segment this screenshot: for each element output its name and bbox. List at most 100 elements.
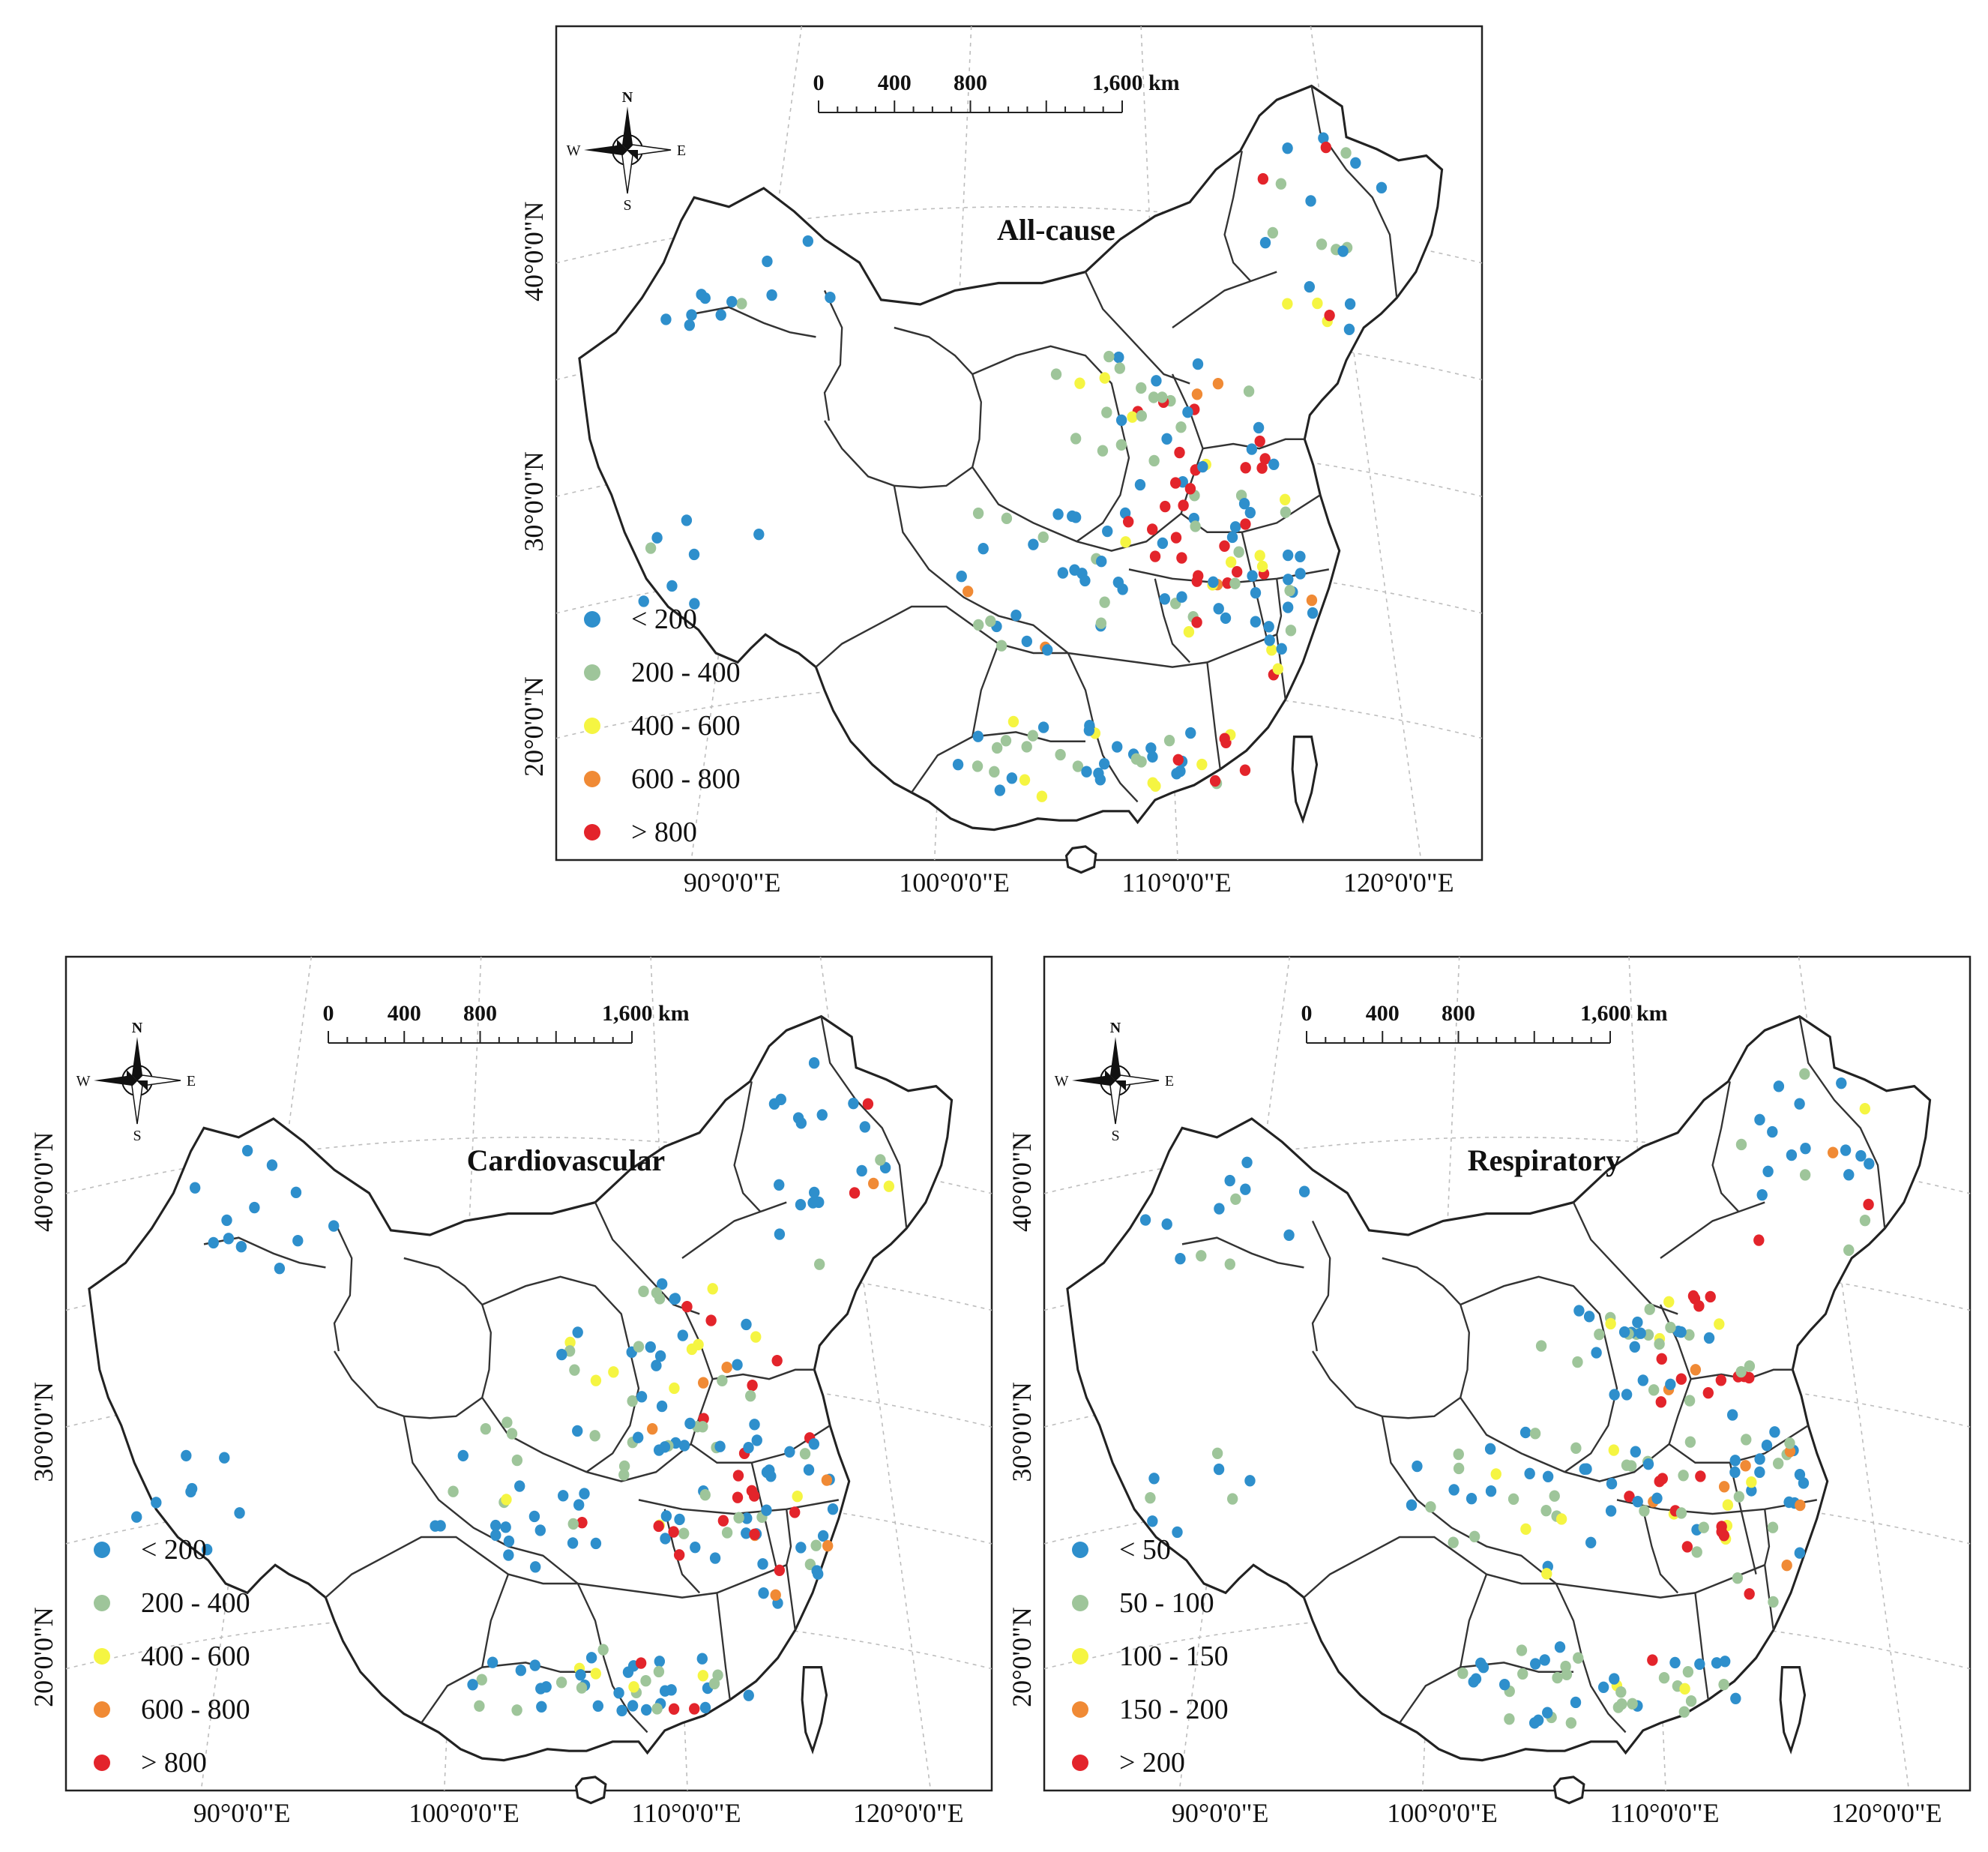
station-dot bbox=[185, 1485, 196, 1498]
station-dot bbox=[1172, 754, 1184, 766]
legend-swatch bbox=[1072, 1595, 1088, 1611]
station-dot bbox=[608, 1366, 619, 1378]
station-dot bbox=[1605, 1505, 1617, 1517]
station-dot bbox=[575, 1669, 586, 1681]
station-dot bbox=[1561, 1668, 1573, 1680]
scale-label: 1,600 km bbox=[602, 1001, 690, 1026]
station-dot bbox=[1028, 538, 1039, 550]
y-axis-label: 40°0'0"N bbox=[28, 1131, 58, 1232]
station-dot bbox=[1864, 1158, 1875, 1170]
station-dot bbox=[1694, 1658, 1705, 1671]
station-dot bbox=[1682, 1665, 1694, 1678]
station-dot bbox=[1784, 1446, 1796, 1458]
station-dot bbox=[1225, 556, 1237, 568]
station-dot bbox=[1226, 1493, 1238, 1505]
station-dot bbox=[678, 1527, 690, 1539]
station-dot bbox=[590, 1374, 602, 1386]
station-dot bbox=[1691, 1546, 1702, 1558]
scale-label: 1,600 km bbox=[1092, 70, 1180, 95]
station-dot bbox=[1136, 382, 1147, 394]
station-dot bbox=[1102, 525, 1113, 538]
station-dot bbox=[1859, 1103, 1871, 1115]
station-dot bbox=[131, 1511, 142, 1523]
station-dot bbox=[1726, 1409, 1738, 1421]
station-dot bbox=[1794, 1098, 1805, 1110]
station-dot bbox=[1507, 1493, 1519, 1505]
station-dot bbox=[883, 1180, 895, 1192]
station-dot bbox=[821, 1474, 833, 1486]
x-axis-label: 120°0'0"E bbox=[1343, 868, 1454, 898]
station-dot bbox=[1703, 1332, 1715, 1344]
legend-swatch bbox=[584, 771, 600, 787]
station-dot bbox=[633, 1341, 645, 1353]
station-dot bbox=[1799, 1169, 1811, 1181]
station-dot bbox=[1099, 596, 1110, 608]
station-dot bbox=[1139, 1214, 1151, 1226]
station-dot bbox=[1711, 1657, 1723, 1669]
station-dot bbox=[1840, 1144, 1852, 1156]
station-dot bbox=[875, 1154, 886, 1166]
station-dot bbox=[657, 1278, 668, 1290]
station-dot bbox=[654, 1656, 666, 1668]
scale-label: 0 bbox=[323, 1001, 334, 1026]
station-dot bbox=[1112, 576, 1124, 589]
station-dot bbox=[808, 1438, 820, 1450]
map-panel-respiratory: Respiratory 0 400 800 1,600 km N S E W < 50 50 - 1… bbox=[1007, 955, 1972, 1828]
compass-w: W bbox=[1055, 1073, 1069, 1089]
station-dot bbox=[1285, 625, 1297, 637]
scale-bar: 0 400 800 1,600 km bbox=[1301, 1001, 1668, 1044]
station-dot bbox=[564, 1345, 576, 1357]
station-dot bbox=[681, 514, 693, 526]
station-dot bbox=[765, 1470, 777, 1482]
station-dot bbox=[1263, 621, 1274, 633]
station-dot bbox=[726, 295, 738, 308]
station-dot bbox=[1470, 1673, 1482, 1685]
station-dot bbox=[1224, 1174, 1235, 1187]
station-dot bbox=[292, 1235, 304, 1247]
station-dot bbox=[638, 1285, 649, 1297]
station-dot bbox=[487, 1656, 498, 1668]
station-dot bbox=[1761, 1440, 1773, 1452]
station-dot bbox=[1083, 724, 1095, 736]
station-dot bbox=[579, 1488, 590, 1500]
station-dot bbox=[1669, 1656, 1681, 1669]
station-dot bbox=[1057, 567, 1069, 579]
station-dot bbox=[1657, 1473, 1668, 1485]
station-dot bbox=[708, 1677, 720, 1690]
station-dot bbox=[1079, 574, 1091, 587]
station-dot bbox=[792, 1491, 803, 1503]
station-dot bbox=[564, 1336, 576, 1349]
station-dot bbox=[529, 1659, 540, 1671]
station-dot bbox=[803, 1464, 815, 1476]
legend-label: > 800 bbox=[631, 817, 697, 848]
station-dot bbox=[1161, 1218, 1172, 1230]
station-dot bbox=[660, 1510, 672, 1522]
y-axis-label: 20°0'0"N bbox=[1007, 1607, 1037, 1707]
station-dot bbox=[1529, 1428, 1541, 1440]
station-dot bbox=[221, 1214, 232, 1227]
compass-s: S bbox=[623, 197, 631, 214]
station-dot bbox=[1212, 377, 1224, 390]
station-dot bbox=[1549, 1490, 1560, 1502]
station-dot bbox=[1147, 1515, 1158, 1527]
station-dot bbox=[645, 1341, 656, 1353]
station-dot bbox=[503, 1549, 514, 1561]
station-dot bbox=[697, 1377, 709, 1389]
y-axis-label: 30°0'0"N bbox=[28, 1382, 58, 1482]
station-dot bbox=[1690, 1364, 1702, 1376]
station-dot bbox=[686, 1343, 698, 1356]
station-dot bbox=[1784, 1437, 1795, 1449]
station-dot bbox=[1161, 433, 1172, 445]
station-dot bbox=[1099, 372, 1110, 384]
station-dot bbox=[1148, 391, 1160, 403]
station-dot bbox=[1591, 1347, 1602, 1359]
station-dot bbox=[758, 1587, 769, 1599]
station-dot bbox=[1799, 1068, 1810, 1080]
station-dot bbox=[1684, 1329, 1695, 1341]
legend-swatch bbox=[94, 1755, 110, 1771]
station-dot bbox=[1425, 1501, 1436, 1513]
station-dot bbox=[707, 1283, 718, 1295]
station-dot bbox=[789, 1506, 801, 1518]
station-dot bbox=[1219, 540, 1230, 552]
station-dot bbox=[1448, 1484, 1460, 1496]
